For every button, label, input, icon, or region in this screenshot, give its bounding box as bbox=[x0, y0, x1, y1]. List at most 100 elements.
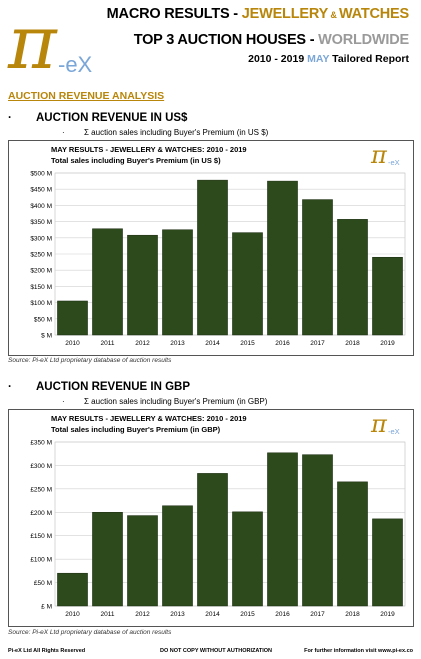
usd-bar bbox=[372, 256, 403, 336]
usd-x-tick-label: 2012 bbox=[135, 340, 150, 347]
logo-pi-symbol: π bbox=[7, 2, 58, 82]
usd-y-tick-label: $400 M bbox=[30, 203, 52, 210]
usd-y-tick-label: $ M bbox=[41, 333, 52, 340]
gbp-chart-title: MAY RESULTS - JEWELLERY & WATCHES: 2010 … bbox=[51, 414, 247, 423]
usd-y-tick-label: $350 M bbox=[30, 219, 52, 226]
gbp-heading-text: AUCTION REVENUE IN GBP bbox=[36, 381, 190, 393]
usd-bar bbox=[232, 232, 263, 336]
title-region: WORLDWIDE bbox=[318, 32, 409, 48]
usd-x-tick-label: 2010 bbox=[65, 340, 80, 347]
gbp-bar bbox=[337, 481, 368, 607]
usd-x-tick-label: 2018 bbox=[345, 340, 360, 347]
report-title-line3: 2010 - 2019 MAY Tailored Report bbox=[248, 53, 409, 65]
usd-x-tick-label: 2014 bbox=[205, 340, 220, 347]
gbp-x-tick-label: 2011 bbox=[101, 611, 115, 618]
gbp-bar bbox=[57, 572, 88, 607]
usd-logo-pi-symbol: π bbox=[370, 141, 388, 169]
usd-chart: MAY RESULTS - JEWELLERY & WATCHES: 2010 … bbox=[8, 140, 414, 356]
gbp-source-note: Source: Pi-eX Ltd proprietary database o… bbox=[8, 629, 172, 636]
title-prefix: MACRO RESULTS - bbox=[106, 6, 242, 22]
usd-bar bbox=[57, 300, 88, 336]
bullet-icon: · bbox=[62, 128, 65, 137]
usd-y-tick-label: $50 M bbox=[34, 316, 52, 323]
gbp-bar bbox=[127, 515, 158, 607]
usd-x-tick-label: 2019 bbox=[380, 340, 395, 347]
usd-y-tick-label: $500 M bbox=[30, 171, 52, 178]
gbp-chart: MAY RESULTS - JEWELLERY & WATCHES: 2010 … bbox=[8, 409, 414, 627]
bullet-icon: · bbox=[8, 381, 12, 393]
gbp-y-tick-label: £250 M bbox=[30, 486, 52, 493]
usd-chart-subtitle: Total sales including Buyer's Premium (i… bbox=[51, 156, 221, 165]
gbp-chart-logo: π -eX bbox=[370, 410, 400, 438]
footer-copyright: Pi-eX Ltd All Rights Reserved bbox=[8, 648, 86, 654]
usd-subheading-text: Σ auction sales including Buyer's Premiu… bbox=[84, 128, 269, 137]
gbp-chart-svg: MAY RESULTS - JEWELLERY & WATCHES: 2010 … bbox=[30, 410, 406, 618]
gbp-bar bbox=[92, 512, 123, 607]
title-scope: TOP 3 AUCTION HOUSES - bbox=[133, 32, 319, 48]
gbp-y-tick-label: £350 M bbox=[30, 440, 52, 447]
gbp-x-tick-label: 2012 bbox=[135, 611, 150, 618]
gbp-x-tick-label: 2013 bbox=[170, 611, 185, 618]
usd-bar bbox=[127, 234, 158, 336]
report-title-line2: TOP 3 AUCTION HOUSES - WORLDWIDE bbox=[134, 32, 409, 48]
gbp-bar bbox=[372, 518, 403, 607]
gbp-y-tick-label: £ M bbox=[41, 604, 52, 611]
usd-y-tick-label: $450 M bbox=[30, 187, 52, 194]
usd-x-tick-label: 2017 bbox=[310, 340, 325, 347]
gbp-chart-subtitle: Total sales including Buyer's Premium (i… bbox=[51, 425, 221, 434]
usd-x-tick-label: 2015 bbox=[240, 340, 255, 347]
usd-heading: · AUCTION REVENUE IN US$ bbox=[0, 112, 187, 124]
bullet-icon: · bbox=[8, 112, 12, 124]
gbp-y-tick-label: £150 M bbox=[30, 533, 52, 540]
usd-x-tick-label: 2016 bbox=[275, 340, 290, 347]
gbp-bar bbox=[232, 511, 263, 607]
gbp-bar bbox=[162, 505, 193, 607]
section-title: AUCTION REVENUE ANALYSIS bbox=[8, 90, 165, 102]
title-years: 2010 - 2019 bbox=[248, 53, 308, 65]
usd-y-tick-label: $100 M bbox=[30, 300, 52, 307]
usd-bar bbox=[337, 219, 368, 336]
gbp-x-tick-label: 2019 bbox=[380, 611, 395, 618]
title-category2: WATCHES bbox=[338, 6, 409, 22]
gbp-logo-pi-symbol: π bbox=[370, 410, 388, 438]
gbp-x-tick-label: 2018 bbox=[345, 611, 360, 618]
gbp-y-tick-label: £100 M bbox=[30, 557, 52, 564]
gbp-y-tick-label: £300 M bbox=[30, 463, 52, 470]
title-month: MAY bbox=[307, 53, 330, 65]
gbp-y-tick-label: £200 M bbox=[30, 510, 52, 517]
usd-source-note: Source: Pi-eX Ltd proprietary database o… bbox=[8, 357, 172, 364]
gbp-x-tick-label: 2017 bbox=[310, 611, 325, 618]
usd-y-tick-label: $250 M bbox=[30, 252, 52, 259]
usd-bar bbox=[302, 199, 333, 336]
gbp-bar bbox=[302, 454, 333, 607]
gbp-logo-text: -eX bbox=[388, 427, 400, 436]
gbp-x-tick-label: 2016 bbox=[275, 611, 290, 618]
footer-website: For further information visit www.pi-ex.… bbox=[304, 648, 413, 654]
gbp-subheading-text: Σ auction sales including Buyer's Premiu… bbox=[84, 397, 268, 406]
usd-chart-svg: MAY RESULTS - JEWELLERY & WATCHES: 2010 … bbox=[30, 141, 406, 347]
gbp-x-tick-label: 2014 bbox=[205, 611, 220, 618]
gbp-bar bbox=[267, 452, 298, 607]
gbp-x-tick-label: 2010 bbox=[65, 611, 80, 618]
logo-text: -eX bbox=[58, 52, 93, 77]
usd-y-tick-label: $150 M bbox=[30, 284, 52, 291]
usd-logo-text: -eX bbox=[388, 158, 400, 167]
report-title-line1: MACRO RESULTS - JEWELLERY & WATCHES bbox=[106, 6, 410, 22]
title-category: JEWELLERY bbox=[241, 6, 329, 22]
gbp-x-tick-label: 2015 bbox=[240, 611, 255, 618]
gbp-bar bbox=[197, 473, 228, 607]
bullet-icon: · bbox=[62, 397, 65, 406]
usd-chart-title: MAY RESULTS - JEWELLERY & WATCHES: 2010 … bbox=[51, 145, 247, 154]
pi-ex-logo: π -eX bbox=[6, 0, 124, 86]
usd-bar bbox=[162, 229, 193, 336]
gbp-heading: · AUCTION REVENUE IN GBP bbox=[0, 381, 190, 393]
usd-x-tick-label: 2013 bbox=[170, 340, 185, 347]
footer-warning: DO NOT COPY WITHOUT AUTHORIZATION bbox=[160, 648, 273, 654]
usd-bar bbox=[92, 228, 123, 336]
usd-chart-logo: π -eX bbox=[370, 141, 400, 169]
title-amp: & bbox=[328, 10, 339, 20]
gbp-y-tick-label: £50 M bbox=[34, 580, 52, 587]
usd-x-tick-label: 2011 bbox=[101, 340, 115, 347]
usd-heading-text: AUCTION REVENUE IN US$ bbox=[36, 112, 188, 124]
usd-bar bbox=[267, 180, 298, 336]
